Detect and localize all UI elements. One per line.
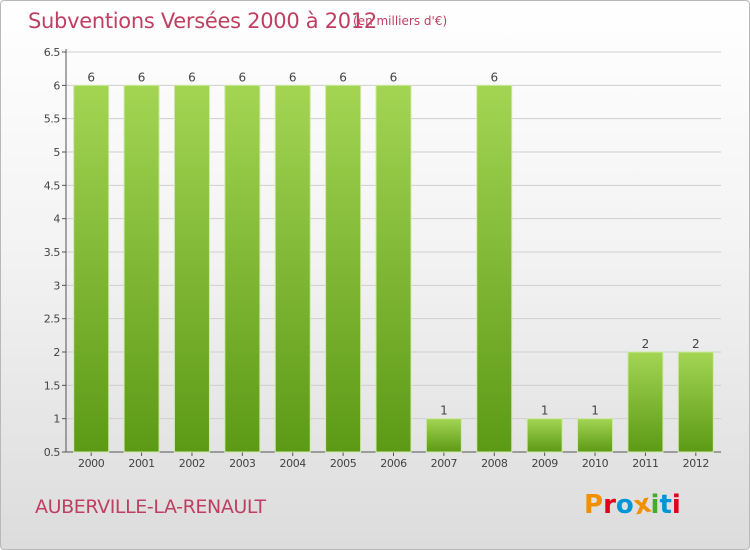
x-tick-labels: 2000 2001 2002 2003 2004 2005 2006 2007 2008 2009… (78, 457, 709, 470)
x-tick-label: 2003 (229, 457, 256, 470)
x-tick-label: 2010 (582, 457, 609, 470)
bar (627, 351, 664, 453)
bar (526, 418, 563, 453)
bar-value-label: 1 (541, 404, 549, 418)
bar-value-label: 1 (591, 404, 599, 418)
bar-value-label: 2 (692, 337, 700, 351)
bar-value-label: 6 (339, 70, 347, 84)
x-tick-label: 2002 (179, 457, 205, 470)
y-tick-label: 4.5 (44, 179, 61, 192)
bar (476, 84, 513, 453)
x-tick-label: 2008 (481, 457, 508, 470)
y-tick-label: 4 (53, 213, 60, 226)
chart-title: Subventions Versées 2000 à 2012 (28, 9, 377, 33)
chart-unit: (en milliers d'€) (353, 14, 448, 28)
bar (173, 84, 210, 453)
y-tick-label: 1 (53, 413, 60, 426)
logo-letter: r (603, 490, 616, 520)
y-tick-label: 6 (53, 79, 60, 92)
x-tick-label: 2005 (330, 457, 357, 470)
logo-letter: o (615, 490, 634, 520)
bar (677, 351, 714, 453)
y-tick-label: 2.5 (44, 313, 61, 326)
x-tick-label: 2006 (380, 457, 407, 470)
x-tick-label: 2004 (280, 457, 307, 470)
x-tick-label: 2000 (78, 457, 105, 470)
bar (425, 418, 462, 453)
bar (375, 84, 412, 453)
logo-letter: t (659, 490, 672, 520)
y-tick-label: 3 (53, 279, 60, 292)
y-tick-label: 1.5 (44, 379, 61, 392)
y-tick-labels: 0.5 1 1.5 2 2.5 3 3.5 4 4.5 5 5.5 6 6.5 (44, 46, 61, 459)
bar (577, 418, 614, 453)
y-tick-label: 2 (53, 346, 60, 359)
x-tick-label: 2007 (431, 457, 458, 470)
bar-value-label: 2 (642, 337, 650, 351)
bar-value-label: 6 (390, 70, 398, 84)
bar (73, 84, 110, 453)
bar-value-label: 6 (87, 70, 95, 84)
x-tick-label: 2009 (531, 457, 558, 470)
proxiti-logo: Proxiti (584, 489, 681, 522)
bar-value-label: 6 (289, 70, 297, 84)
y-tick-label: 5.5 (44, 113, 61, 126)
bars (73, 84, 714, 453)
bar (123, 84, 160, 453)
x-tick-label: 2012 (683, 457, 709, 470)
commune-name: AUBERVILLE-LA-RENAULT (35, 496, 266, 518)
logo-letter: i (650, 490, 660, 520)
x-tick-label: 2011 (632, 457, 658, 470)
logo-letter: i (671, 490, 681, 520)
x-tick-label: 2001 (128, 457, 154, 470)
logo-letter: P (584, 490, 604, 520)
y-tick-label: 0.5 (44, 446, 61, 459)
y-tick-label: 5 (53, 146, 60, 159)
bar-value-label: 6 (138, 70, 146, 84)
bar-value-label: 6 (490, 70, 498, 84)
bar (224, 84, 261, 453)
bar-value-label: 6 (188, 70, 196, 84)
y-tick-label: 3.5 (44, 246, 61, 259)
bar (274, 84, 311, 453)
bar-value-label: 6 (239, 70, 247, 84)
y-tick-label: 6.5 (44, 46, 61, 59)
bar-value-label: 1 (440, 404, 448, 418)
bar (325, 84, 362, 453)
